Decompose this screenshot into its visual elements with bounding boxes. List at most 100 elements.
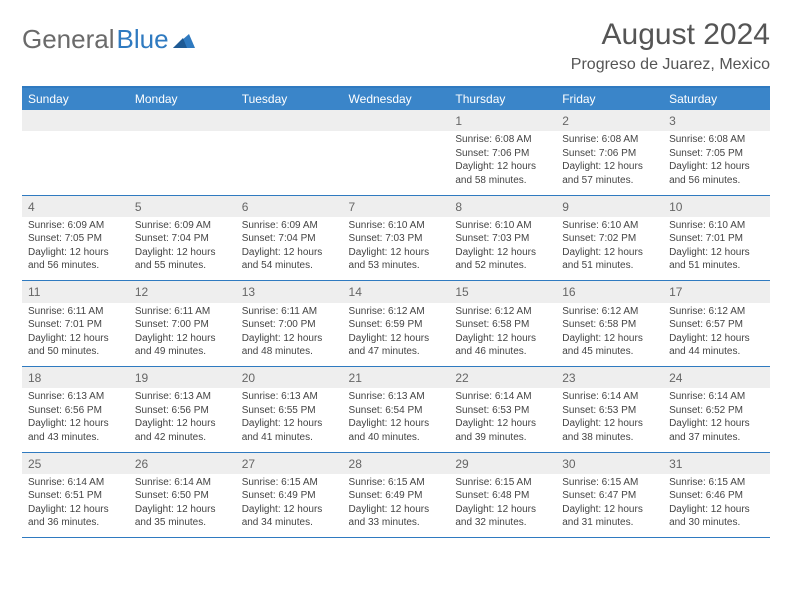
day-number-cell: 10 <box>663 195 770 217</box>
day-cell: Sunrise: 6:10 AMSunset: 7:01 PMDaylight:… <box>663 217 770 281</box>
day-number-cell: 11 <box>22 281 129 303</box>
day-content-row: Sunrise: 6:14 AMSunset: 6:51 PMDaylight:… <box>22 474 770 538</box>
day-cell: Sunrise: 6:15 AMSunset: 6:49 PMDaylight:… <box>236 474 343 538</box>
day-cell <box>343 131 450 195</box>
day-number-cell: 22 <box>449 367 556 389</box>
day-cell: Sunrise: 6:12 AMSunset: 6:59 PMDaylight:… <box>343 303 450 367</box>
day-number: 4 <box>22 196 129 217</box>
day-cell: Sunrise: 6:14 AMSunset: 6:52 PMDaylight:… <box>663 388 770 452</box>
day-cell: Sunrise: 6:13 AMSunset: 6:55 PMDaylight:… <box>236 388 343 452</box>
weekday-header: Tuesday <box>236 87 343 110</box>
day-number: 21 <box>343 367 450 388</box>
day-cell: Sunrise: 6:14 AMSunset: 6:50 PMDaylight:… <box>129 474 236 538</box>
month-title: August 2024 <box>571 18 770 52</box>
day-sun-info: Sunrise: 6:14 AMSunset: 6:51 PMDaylight:… <box>28 476 123 530</box>
day-number-cell: 23 <box>556 367 663 389</box>
day-sun-info: Sunrise: 6:10 AMSunset: 7:01 PMDaylight:… <box>669 219 764 273</box>
day-cell: Sunrise: 6:14 AMSunset: 6:53 PMDaylight:… <box>556 388 663 452</box>
day-cell: Sunrise: 6:12 AMSunset: 6:57 PMDaylight:… <box>663 303 770 367</box>
day-content-row: Sunrise: 6:11 AMSunset: 7:01 PMDaylight:… <box>22 303 770 367</box>
day-number-cell: 28 <box>343 452 450 474</box>
day-number-cell: 27 <box>236 452 343 474</box>
day-sun-info: Sunrise: 6:14 AMSunset: 6:53 PMDaylight:… <box>562 390 657 444</box>
weekday-header-row: Sunday Monday Tuesday Wednesday Thursday… <box>22 87 770 110</box>
day-number: 14 <box>343 281 450 302</box>
day-number: 24 <box>663 367 770 388</box>
day-sun-info: Sunrise: 6:08 AMSunset: 7:05 PMDaylight:… <box>669 133 764 187</box>
day-number-cell: 29 <box>449 452 556 474</box>
day-number-row: 11121314151617 <box>22 281 770 303</box>
day-cell: Sunrise: 6:12 AMSunset: 6:58 PMDaylight:… <box>449 303 556 367</box>
day-number-cell: 7 <box>343 195 450 217</box>
day-cell: Sunrise: 6:14 AMSunset: 6:53 PMDaylight:… <box>449 388 556 452</box>
day-number: 13 <box>236 281 343 302</box>
day-sun-info: Sunrise: 6:10 AMSunset: 7:02 PMDaylight:… <box>562 219 657 273</box>
day-cell: Sunrise: 6:08 AMSunset: 7:06 PMDaylight:… <box>449 131 556 195</box>
day-number-cell: 31 <box>663 452 770 474</box>
title-block: August 2024 Progreso de Juarez, Mexico <box>571 18 770 74</box>
day-cell: Sunrise: 6:08 AMSunset: 7:06 PMDaylight:… <box>556 131 663 195</box>
day-cell: Sunrise: 6:11 AMSunset: 7:00 PMDaylight:… <box>236 303 343 367</box>
day-number <box>129 110 236 115</box>
day-number: 11 <box>22 281 129 302</box>
day-sun-info: Sunrise: 6:11 AMSunset: 7:00 PMDaylight:… <box>135 305 230 359</box>
day-number-cell: 30 <box>556 452 663 474</box>
day-number: 29 <box>449 453 556 474</box>
day-number: 26 <box>129 453 236 474</box>
day-number: 30 <box>556 453 663 474</box>
day-cell: Sunrise: 6:14 AMSunset: 6:51 PMDaylight:… <box>22 474 129 538</box>
brand-part1: General <box>22 24 115 55</box>
day-number-cell: 26 <box>129 452 236 474</box>
day-sun-info: Sunrise: 6:09 AMSunset: 7:05 PMDaylight:… <box>28 219 123 273</box>
day-number: 20 <box>236 367 343 388</box>
day-cell: Sunrise: 6:13 AMSunset: 6:54 PMDaylight:… <box>343 388 450 452</box>
day-number: 6 <box>236 196 343 217</box>
day-cell: Sunrise: 6:13 AMSunset: 6:56 PMDaylight:… <box>22 388 129 452</box>
day-number-cell <box>236 110 343 131</box>
day-cell: Sunrise: 6:09 AMSunset: 7:04 PMDaylight:… <box>129 217 236 281</box>
day-cell: Sunrise: 6:10 AMSunset: 7:03 PMDaylight:… <box>449 217 556 281</box>
day-number: 25 <box>22 453 129 474</box>
calendar-table: Sunday Monday Tuesday Wednesday Thursday… <box>22 86 770 538</box>
day-number-cell: 18 <box>22 367 129 389</box>
brand-part2: Blue <box>117 24 169 55</box>
day-cell: Sunrise: 6:15 AMSunset: 6:49 PMDaylight:… <box>343 474 450 538</box>
day-number: 16 <box>556 281 663 302</box>
logo-triangle-icon <box>173 24 195 55</box>
day-cell: Sunrise: 6:12 AMSunset: 6:58 PMDaylight:… <box>556 303 663 367</box>
day-number-cell: 13 <box>236 281 343 303</box>
day-cell: Sunrise: 6:10 AMSunset: 7:03 PMDaylight:… <box>343 217 450 281</box>
day-sun-info: Sunrise: 6:10 AMSunset: 7:03 PMDaylight:… <box>455 219 550 273</box>
day-sun-info: Sunrise: 6:10 AMSunset: 7:03 PMDaylight:… <box>349 219 444 273</box>
day-sun-info: Sunrise: 6:15 AMSunset: 6:49 PMDaylight:… <box>242 476 337 530</box>
day-number-cell: 9 <box>556 195 663 217</box>
day-cell: Sunrise: 6:15 AMSunset: 6:47 PMDaylight:… <box>556 474 663 538</box>
day-cell: Sunrise: 6:08 AMSunset: 7:05 PMDaylight:… <box>663 131 770 195</box>
day-number: 12 <box>129 281 236 302</box>
day-cell: Sunrise: 6:11 AMSunset: 7:01 PMDaylight:… <box>22 303 129 367</box>
weekday-header: Sunday <box>22 87 129 110</box>
day-cell: Sunrise: 6:11 AMSunset: 7:00 PMDaylight:… <box>129 303 236 367</box>
day-number: 10 <box>663 196 770 217</box>
day-number-cell: 16 <box>556 281 663 303</box>
day-number: 1 <box>449 110 556 131</box>
day-number-cell: 14 <box>343 281 450 303</box>
day-sun-info: Sunrise: 6:14 AMSunset: 6:53 PMDaylight:… <box>455 390 550 444</box>
day-sun-info: Sunrise: 6:09 AMSunset: 7:04 PMDaylight:… <box>135 219 230 273</box>
day-sun-info: Sunrise: 6:15 AMSunset: 6:47 PMDaylight:… <box>562 476 657 530</box>
day-cell: Sunrise: 6:10 AMSunset: 7:02 PMDaylight:… <box>556 217 663 281</box>
day-number: 23 <box>556 367 663 388</box>
day-content-row: Sunrise: 6:13 AMSunset: 6:56 PMDaylight:… <box>22 388 770 452</box>
day-sun-info: Sunrise: 6:13 AMSunset: 6:54 PMDaylight:… <box>349 390 444 444</box>
day-number-cell: 5 <box>129 195 236 217</box>
day-cell <box>22 131 129 195</box>
weekday-header: Saturday <box>663 87 770 110</box>
day-number: 28 <box>343 453 450 474</box>
day-sun-info: Sunrise: 6:13 AMSunset: 6:56 PMDaylight:… <box>135 390 230 444</box>
brand-logo: GeneralBlue <box>22 18 195 55</box>
day-number: 22 <box>449 367 556 388</box>
day-sun-info: Sunrise: 6:09 AMSunset: 7:04 PMDaylight:… <box>242 219 337 273</box>
weekday-header: Monday <box>129 87 236 110</box>
day-number-cell: 21 <box>343 367 450 389</box>
day-cell: Sunrise: 6:15 AMSunset: 6:46 PMDaylight:… <box>663 474 770 538</box>
